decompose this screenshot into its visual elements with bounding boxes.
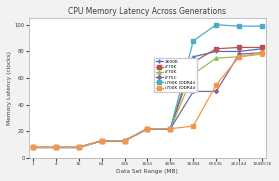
- i700K (DDR4i): [260, 25, 264, 27]
- Line: 2600K: 2600K: [31, 47, 264, 150]
- i770K: [100, 140, 103, 142]
- i700K (DDR4i): [146, 128, 149, 130]
- i775C: [146, 128, 149, 130]
- i775C: [192, 90, 195, 92]
- i700K (DDR4i): [169, 128, 172, 130]
- i770K: [169, 128, 172, 130]
- i700K (DDR4i): [192, 125, 195, 127]
- i770K: [146, 128, 149, 130]
- i770K: [123, 140, 126, 142]
- i700K (DDR4i): [192, 40, 195, 42]
- 2600K: [54, 146, 57, 149]
- i700K (DDR4i): [54, 146, 57, 149]
- i770K: [260, 53, 264, 55]
- i770K: [146, 128, 149, 130]
- i700K (DDR4i): [237, 25, 241, 27]
- Y-axis label: Memory Latency (clocks): Memory Latency (clocks): [7, 51, 12, 125]
- i770K: [100, 140, 103, 142]
- i700K (DDR4i): [123, 140, 126, 142]
- i770K: [215, 57, 218, 59]
- i770K: [215, 48, 218, 50]
- Title: CPU Memory Latency Across Generations: CPU Memory Latency Across Generations: [68, 7, 227, 16]
- i775C: [215, 90, 218, 92]
- i700K (DDR4i): [169, 128, 172, 130]
- i775C: [31, 146, 35, 149]
- i770K: [123, 140, 126, 142]
- i770K: [31, 146, 35, 149]
- i775C: [100, 140, 103, 142]
- i700K (DDR4i): [77, 146, 80, 149]
- i770K: [77, 146, 80, 149]
- i770K: [192, 73, 195, 75]
- i770K: [192, 61, 195, 63]
- i770K: [54, 146, 57, 149]
- i770K: [169, 128, 172, 130]
- X-axis label: Data Set Range (MB): Data Set Range (MB): [117, 169, 178, 174]
- Line: i700K (DDR4i): i700K (DDR4i): [31, 51, 264, 149]
- i700K (DDR4i): [260, 52, 264, 54]
- 2600K: [169, 128, 172, 130]
- i700K (DDR4i): [146, 128, 149, 130]
- i770K: [77, 146, 80, 149]
- i700K (DDR4i): [77, 146, 80, 149]
- 2600K: [77, 146, 80, 149]
- Line: i770K: i770K: [31, 46, 264, 149]
- i700K (DDR4i): [100, 140, 103, 142]
- i775C: [54, 146, 57, 149]
- i775C: [77, 146, 80, 149]
- 2600K: [260, 48, 264, 50]
- i700K (DDR4i): [31, 146, 35, 149]
- i770K: [31, 146, 35, 149]
- i700K (DDR4i): [123, 140, 126, 142]
- Legend: 2600K, i770K, i770K, i775C, i700K (DDR4i), i700K (DDR4i): 2600K, i770K, i770K, i775C, i700K (DDR4i…: [154, 58, 197, 92]
- i775C: [260, 52, 264, 54]
- i700K (DDR4i): [31, 146, 35, 149]
- 2600K: [237, 50, 241, 52]
- i700K (DDR4i): [215, 84, 218, 86]
- i700K (DDR4i): [215, 24, 218, 26]
- i700K (DDR4i): [237, 56, 241, 58]
- i770K: [260, 46, 264, 49]
- 2600K: [123, 140, 126, 142]
- 2600K: [100, 140, 103, 142]
- Line: i775C: i775C: [32, 51, 263, 149]
- i775C: [169, 128, 172, 130]
- i775C: [237, 53, 241, 55]
- 2600K: [146, 128, 149, 130]
- i775C: [123, 140, 126, 142]
- Line: i770K: i770K: [31, 52, 264, 149]
- 2600K: [31, 146, 35, 149]
- i700K (DDR4i): [100, 140, 103, 142]
- i700K (DDR4i): [54, 146, 57, 149]
- i770K: [237, 46, 241, 49]
- 2600K: [215, 50, 218, 52]
- 2600K: [192, 56, 195, 58]
- i770K: [237, 56, 241, 58]
- Line: i700K (DDR4i): i700K (DDR4i): [31, 23, 264, 149]
- i770K: [54, 146, 57, 149]
